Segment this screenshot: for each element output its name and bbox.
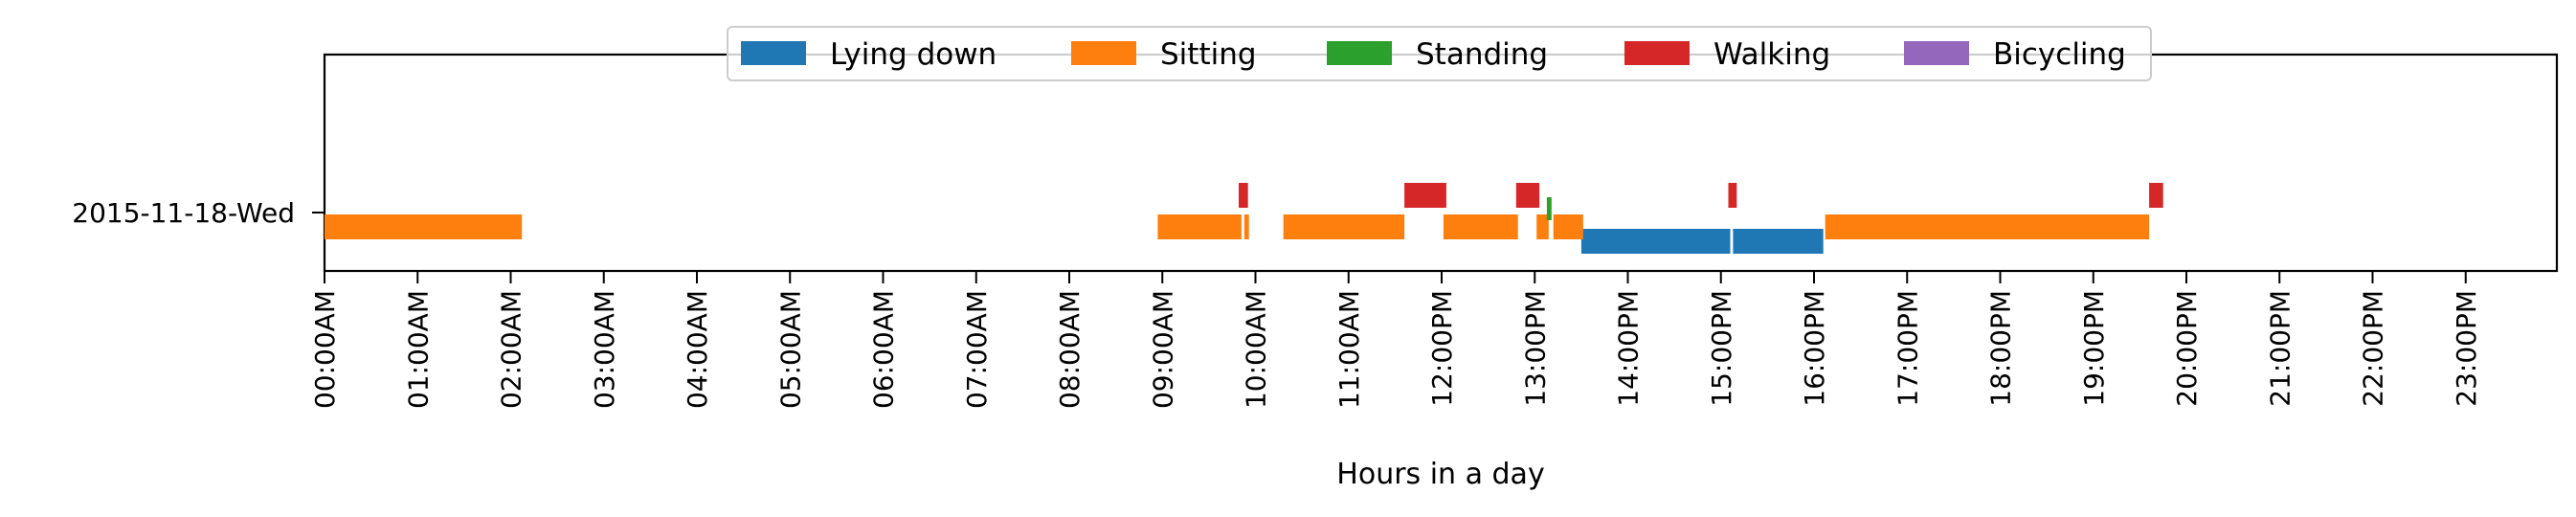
x-tick-label: 14:00PM [1613, 290, 1645, 407]
legend-label-bicycling: Bicycling [1993, 37, 2126, 72]
bar-walking [1239, 183, 1248, 208]
x-tick-label: 23:00PM [2451, 290, 2482, 407]
bar-walking [1515, 183, 1540, 208]
bar-lying-down [1580, 229, 1731, 254]
legend-label-sitting: Sitting [1160, 37, 1257, 72]
bar-walking [2149, 183, 2163, 208]
legend-swatch-sitting [1071, 41, 1136, 65]
bar-sitting [1157, 214, 1242, 239]
bar-sitting [1443, 214, 1518, 239]
legend-label-lying-down: Lying down [830, 37, 997, 72]
x-tick-label: 01:00AM [402, 290, 434, 409]
bars-layer [325, 183, 2163, 254]
x-axis: 00:00AM 01:00AM 02:00AM 03:00AM 04:00AM 05:00… [309, 271, 2482, 409]
x-tick-label: 21:00PM [2264, 290, 2296, 407]
legend-swatch-lying-down [741, 41, 806, 65]
x-tick-label: 03:00AM [589, 290, 620, 409]
x-tick-label: 00:00AM [309, 290, 341, 409]
x-tick-label: 20:00PM [2171, 290, 2203, 407]
x-tick-label: 09:00AM [1147, 290, 1178, 409]
x-tick-label: 22:00PM [2358, 290, 2389, 407]
x-tick-label: 15:00PM [1706, 290, 1737, 407]
bar-walking [1728, 183, 1737, 208]
x-tick-label: 07:00AM [961, 290, 993, 409]
y-tick-label: 2015-11-18-Wed [72, 197, 295, 229]
bar-standing [1546, 197, 1552, 220]
x-tick-label: 11:00AM [1333, 290, 1365, 409]
x-tick-label: 06:00AM [868, 290, 900, 409]
legend-box [727, 26, 2152, 81]
plot-frame [323, 53, 2559, 273]
x-tick-label: 05:00AM [774, 290, 806, 409]
x-tick-label: 08:00AM [1054, 290, 1086, 409]
legend: Lying down Sitting Standing Walking Bicyclin… [727, 26, 2152, 81]
legend-swatch-standing [1327, 41, 1392, 65]
bar-walking [1404, 183, 1446, 208]
x-axis-title: Hours in a day [1336, 458, 1544, 491]
x-tick-label: 18:00PM [1985, 290, 2017, 407]
legend-swatch-walking [1624, 41, 1690, 65]
x-tick-label: 19:00PM [2078, 290, 2110, 407]
x-tick-label: 17:00PM [1892, 290, 1923, 407]
x-tick-label: 02:00AM [496, 290, 527, 409]
y-axis: 2015-11-18-Wed [72, 197, 325, 229]
legend-label-standing: Standing [1416, 37, 1548, 72]
x-tick-label: 16:00PM [1799, 290, 1830, 407]
bar-sitting [325, 214, 523, 239]
bar-sitting [1243, 214, 1249, 239]
legend-label-walking: Walking [1714, 37, 1830, 72]
bar-lying-down [1733, 229, 1824, 254]
x-tick-label: 13:00PM [1519, 290, 1551, 407]
bar-sitting [1553, 214, 1583, 239]
x-tick-label: 10:00AM [1241, 290, 1272, 409]
legend-swatch-bicycling [1904, 41, 1969, 65]
x-tick-label: 12:00PM [1426, 290, 1458, 407]
bar-sitting [1536, 214, 1549, 239]
bar-sitting [1283, 214, 1405, 239]
bar-sitting [1825, 214, 2150, 239]
x-tick-label: 04:00AM [682, 290, 713, 409]
